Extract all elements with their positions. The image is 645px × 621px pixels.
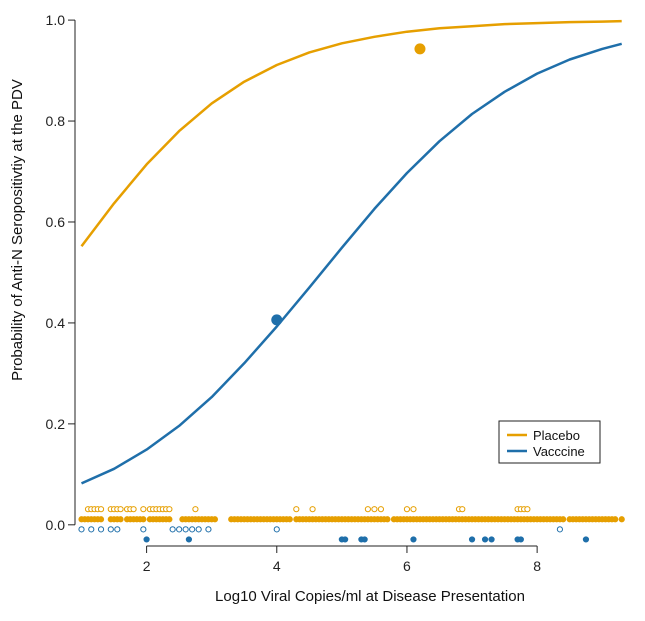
rug-point-vaccine-open bbox=[114, 526, 121, 533]
rug-point-placebo-open bbox=[117, 506, 124, 513]
rug-point-placebo-open bbox=[166, 506, 173, 513]
rug-points bbox=[78, 506, 625, 543]
y-tick-label: 0.6 bbox=[46, 214, 66, 230]
x-tick-label: 2 bbox=[143, 558, 151, 574]
y-tick-label: 1.0 bbox=[46, 12, 66, 28]
rug-point-vaccine-open bbox=[556, 526, 564, 533]
rug-point-vaccine-filled bbox=[185, 536, 193, 543]
rug-point-vaccine-open bbox=[78, 526, 85, 533]
y-tick-label: 0.2 bbox=[46, 416, 66, 432]
rug-point-placebo-open bbox=[192, 506, 199, 513]
x-tick-label: 8 bbox=[533, 558, 541, 574]
y-tick-label: 0.4 bbox=[46, 315, 66, 331]
rug-point-placebo-open bbox=[459, 506, 466, 513]
rug-point-vaccine-filled bbox=[517, 536, 524, 543]
rug-point-placebo-filled bbox=[97, 516, 105, 523]
curve-placebo bbox=[80, 19, 622, 247]
rug-point-placebo-filled bbox=[140, 516, 147, 523]
rug-point-vaccine-open bbox=[182, 526, 189, 533]
rug-point-placebo-open bbox=[403, 506, 411, 513]
rug-point-placebo-filled bbox=[166, 516, 173, 523]
rug-point-placebo-filled bbox=[560, 516, 567, 523]
rug-point-placebo-open bbox=[371, 506, 378, 513]
rug-point-vaccine-open bbox=[88, 526, 95, 533]
x-axis-title: Log10 Viral Copies/ml at Disease Present… bbox=[215, 588, 525, 605]
plot-area: 2 4 6 8 0.0 0.2 0.4 0.6 0.8 1.0 bbox=[46, 12, 625, 574]
rug-point-vaccine-filled bbox=[342, 536, 349, 543]
x-tick-label: 6 bbox=[403, 558, 411, 574]
rug-point-placebo-open bbox=[97, 506, 105, 513]
rug-point-placebo-open bbox=[377, 506, 385, 513]
rug-point-placebo-filled bbox=[286, 516, 293, 523]
curve-vaccine bbox=[80, 42, 623, 485]
y-tick-label: 0.8 bbox=[46, 113, 66, 129]
rug-point-placebo-filled bbox=[384, 516, 391, 523]
x-axis-ticks: 2 4 6 8 bbox=[143, 546, 541, 574]
rug-point-placebo-open bbox=[524, 506, 531, 513]
rug-point-vaccine-open bbox=[189, 526, 196, 533]
marker-placebo bbox=[414, 43, 426, 55]
marker-vaccine bbox=[271, 314, 283, 326]
rug-point-placebo-filled bbox=[117, 516, 124, 523]
rug-point-vaccine-open bbox=[205, 526, 212, 533]
rug-point-vaccine-open bbox=[176, 526, 183, 533]
rug-point-placebo-filled bbox=[211, 516, 219, 523]
rug-point-vaccine-open bbox=[169, 526, 176, 533]
rug-point-vaccine-filled bbox=[582, 536, 590, 543]
rug-point-vaccine-open bbox=[107, 526, 114, 533]
y-tick-label: 0.0 bbox=[46, 517, 66, 533]
rug-point-vaccine-open bbox=[97, 526, 105, 533]
rug-point-vaccine-open bbox=[140, 526, 147, 533]
rug-point-vaccine-filled bbox=[481, 536, 489, 543]
y-axis-ticks: 0.0 0.2 0.4 0.6 0.8 1.0 bbox=[46, 12, 75, 533]
rug-point-vaccine-filled bbox=[361, 536, 368, 543]
rug-point-placebo-open bbox=[140, 506, 147, 513]
x-tick-label: 4 bbox=[273, 558, 281, 574]
markers bbox=[271, 43, 426, 326]
rug-point-placebo-filled bbox=[612, 516, 619, 523]
rug-point-vaccine-filled bbox=[488, 536, 495, 543]
legend: Placebo Vacccine bbox=[498, 420, 601, 464]
rug-point-vaccine-open bbox=[195, 526, 202, 533]
legend-label-vaccine: Vacccine bbox=[533, 444, 585, 459]
y-axis-title: Probability of Anti-N Seropositivtiy at … bbox=[9, 79, 26, 381]
rug-point-vaccine-filled bbox=[410, 536, 417, 543]
rug-point-vaccine-open bbox=[273, 526, 280, 533]
rug-point-placebo-open bbox=[410, 506, 417, 513]
rug-point-placebo-filled bbox=[618, 516, 625, 523]
legend-box bbox=[498, 420, 601, 464]
rug-point-vaccine-filled bbox=[468, 536, 476, 543]
legend-label-placebo: Placebo bbox=[533, 428, 580, 443]
rug-point-placebo-open bbox=[364, 506, 371, 513]
curves bbox=[80, 19, 623, 485]
rug-point-placebo-open bbox=[130, 506, 137, 513]
rug-point-vaccine-filled bbox=[143, 536, 150, 543]
rug-point-placebo-open bbox=[293, 506, 300, 513]
rug-point-placebo-open bbox=[309, 506, 316, 513]
